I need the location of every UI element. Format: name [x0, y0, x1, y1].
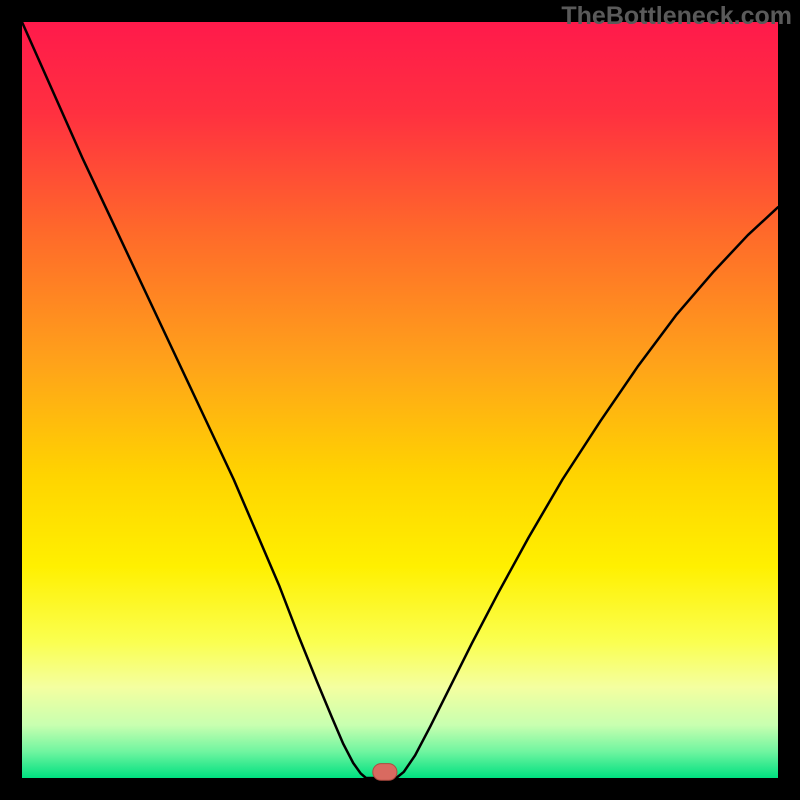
bottleneck-curve — [22, 22, 778, 778]
plot-area — [22, 22, 778, 778]
watermark-text: TheBottleneck.com — [561, 2, 792, 31]
plot-svg — [22, 22, 778, 778]
optimal-marker — [373, 764, 397, 781]
